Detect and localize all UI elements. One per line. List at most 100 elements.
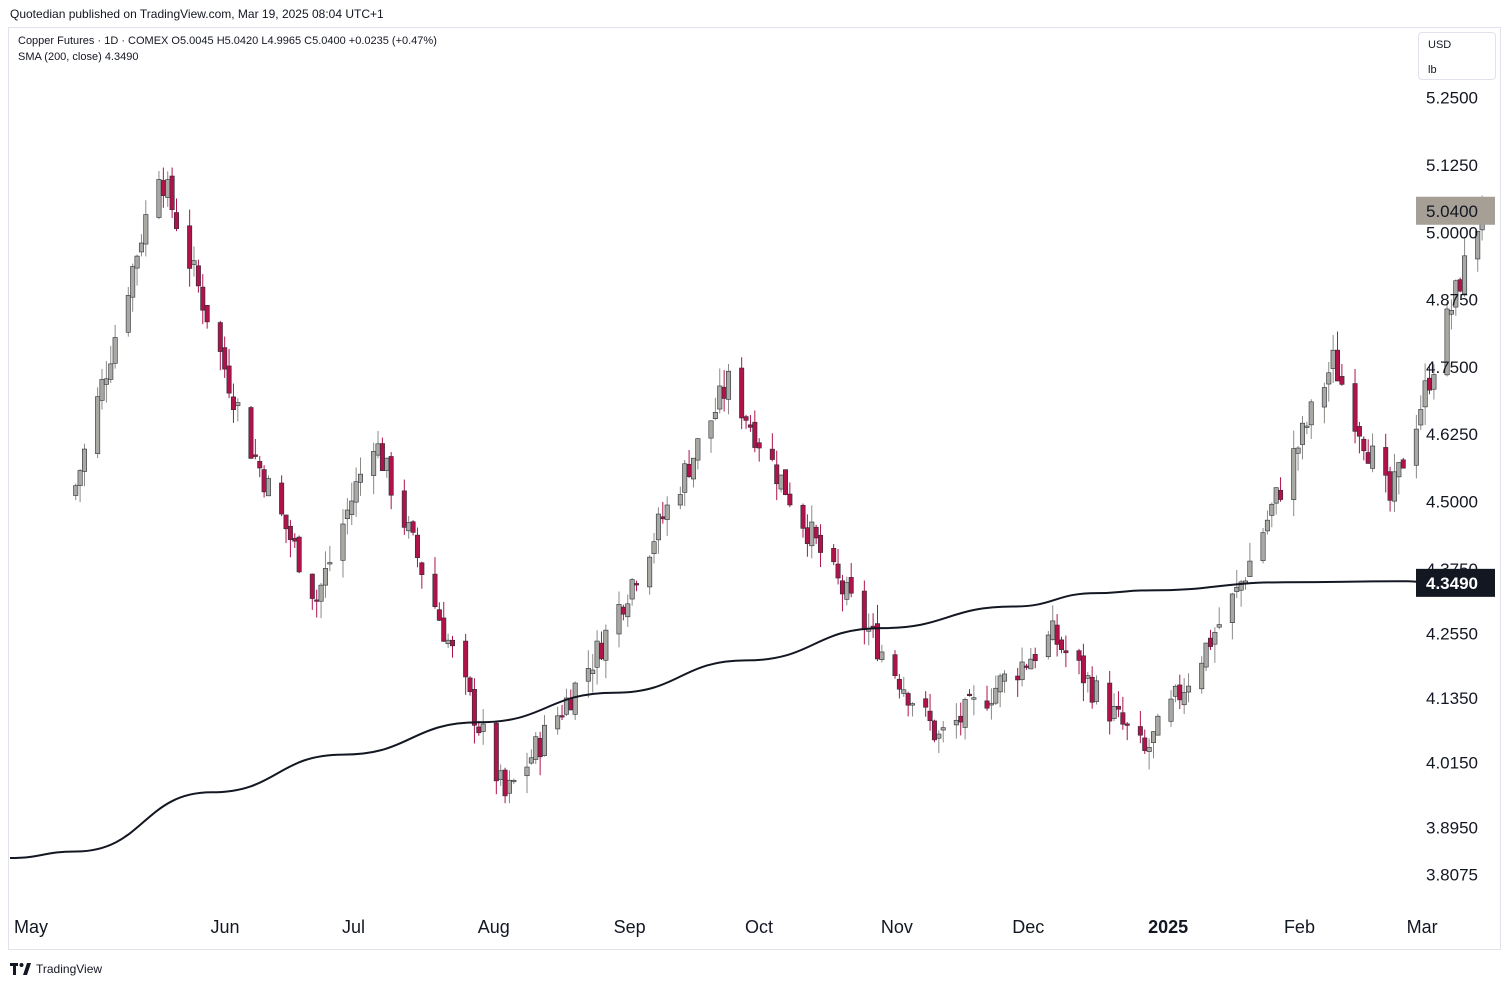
- candle: [187, 225, 193, 269]
- candle: [1203, 642, 1209, 668]
- candle: [936, 733, 942, 739]
- candle: [406, 522, 412, 532]
- candle: [1186, 685, 1192, 693]
- candle: [923, 698, 929, 708]
- candle: [1124, 723, 1130, 726]
- candle: [1146, 746, 1152, 752]
- candle: [1278, 489, 1284, 500]
- candle: [682, 463, 688, 493]
- candle: [664, 504, 670, 520]
- candle: [1155, 715, 1161, 736]
- candle: [493, 722, 499, 782]
- candle: [813, 526, 819, 539]
- y-tick-label: 5.0000: [1426, 223, 1478, 242]
- candle: [463, 640, 469, 678]
- symbol-legend[interactable]: Copper Futures · 1D · COMEX O5.0045 H5.0…: [18, 35, 437, 47]
- candle: [130, 266, 136, 298]
- candle: [257, 461, 263, 469]
- candle: [200, 286, 206, 311]
- candle: [349, 500, 355, 515]
- candle: [528, 757, 534, 764]
- candle: [616, 604, 622, 635]
- candle: [327, 562, 333, 565]
- candle: [169, 175, 175, 210]
- candle: [1400, 459, 1406, 469]
- candle: [1462, 255, 1468, 295]
- candle: [1453, 280, 1459, 308]
- candle: [572, 682, 578, 715]
- candle: [476, 726, 482, 734]
- candle: [81, 448, 87, 472]
- x-tick-label: Mar: [1407, 917, 1438, 937]
- candle: [1299, 422, 1305, 445]
- candle: [861, 590, 867, 630]
- candle: [441, 617, 447, 642]
- candle: [634, 583, 640, 586]
- candle: [1304, 425, 1310, 428]
- candle: [287, 525, 293, 541]
- y-tick-label: 4.8750: [1426, 291, 1478, 310]
- candle: [1396, 462, 1402, 478]
- candle: [839, 580, 845, 595]
- sma-price-label: 4.3490: [1426, 574, 1478, 593]
- candle: [1273, 487, 1279, 504]
- candle: [1308, 401, 1314, 426]
- candle: [774, 464, 780, 485]
- candle: [1076, 650, 1082, 661]
- candle: [112, 337, 118, 364]
- price-labels: 5.0400 4.3490: [1416, 196, 1495, 597]
- candle: [1168, 698, 1174, 722]
- candle: [375, 443, 381, 456]
- last-price-label: 5.0400: [1426, 202, 1478, 221]
- candle: [717, 385, 723, 410]
- candle: [1181, 692, 1187, 706]
- candle: [445, 639, 451, 645]
- candle: [1422, 380, 1428, 408]
- candle: [629, 579, 635, 600]
- y-tick-label: 5.1250: [1426, 156, 1478, 175]
- candle: [1321, 387, 1327, 408]
- candle: [831, 547, 837, 563]
- indicator-legend[interactable]: SMA (200, close) 4.3490: [18, 51, 139, 63]
- candle: [818, 534, 824, 553]
- candle: [927, 710, 933, 722]
- candle: [1002, 673, 1008, 682]
- candle: [222, 347, 228, 370]
- candle: [752, 421, 758, 448]
- y-tick-label: 3.8075: [1426, 865, 1478, 884]
- candle: [156, 179, 162, 218]
- sma-price-label-bg: [1416, 568, 1495, 597]
- y-tick-label: 4.2550: [1426, 624, 1478, 643]
- candle: [647, 556, 653, 588]
- candle: [195, 265, 201, 287]
- candle: [905, 693, 911, 706]
- candle: [1111, 706, 1117, 719]
- candle: [1413, 428, 1419, 466]
- candle: [480, 723, 486, 732]
- candle: [594, 640, 600, 668]
- candle: [686, 463, 692, 477]
- candle: [1475, 230, 1481, 260]
- candle: [318, 584, 324, 602]
- candle: [173, 212, 179, 229]
- candle: [1444, 308, 1450, 376]
- sma-line: [9, 580, 1483, 859]
- candle: [769, 448, 775, 460]
- candle: [1457, 279, 1463, 292]
- tradingview-footer[interactable]: TradingView: [10, 960, 102, 978]
- candle: [125, 295, 131, 333]
- candle: [1059, 639, 1064, 651]
- candle: [901, 689, 907, 694]
- y-tick-label: 4.6250: [1426, 425, 1478, 444]
- candle: [848, 577, 854, 594]
- currency-unit-box[interactable]: USD lb: [1418, 32, 1496, 80]
- candle: [230, 396, 236, 411]
- last-price-label-bg: [1416, 196, 1495, 225]
- candle: [620, 606, 626, 615]
- candle: [747, 424, 753, 428]
- candle: [1137, 726, 1143, 736]
- candle: [655, 513, 661, 541]
- candle: [739, 367, 745, 419]
- candle: [1094, 680, 1100, 702]
